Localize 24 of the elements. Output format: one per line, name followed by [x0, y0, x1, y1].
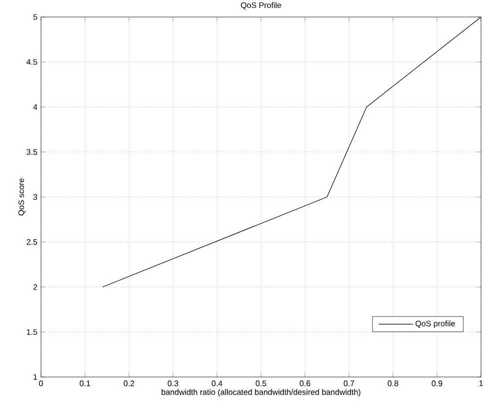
y-tick-label: 4	[33, 104, 38, 110]
x-tick-label: 0.8	[388, 380, 398, 386]
legend-label: QoS profile	[416, 320, 455, 328]
x-tick-label: 0.9	[432, 380, 442, 386]
x-axis-title: bandwidth ratio (allocated bandwidth/desired bandwidth)	[162, 389, 360, 397]
x-tick-label: 0.3	[168, 380, 178, 386]
y-tick-label: 3	[33, 194, 38, 200]
y-tick-label: 2	[33, 284, 38, 290]
x-tick-label: 0.1	[80, 380, 90, 386]
y-tick-label: 4.5	[26, 59, 38, 65]
y-tick-label: 1.5	[26, 329, 38, 335]
x-tick-label: 1	[479, 380, 483, 386]
y-tick-label: 5	[33, 14, 38, 20]
x-tick-label: 0.5	[256, 380, 266, 386]
x-tick-label: 0.6	[300, 380, 310, 386]
y-axis-title: QoS score	[18, 178, 26, 216]
x-tick-label: 0.2	[124, 380, 134, 386]
x-tick-label: 0.4	[212, 380, 222, 386]
chart-title: QoS Profile	[240, 2, 282, 10]
y-tick-label: 2.5	[26, 239, 38, 245]
x-tick-label: 0	[39, 380, 43, 386]
x-tick-label: 0.7	[344, 380, 354, 386]
y-tick-label: 3.5	[26, 149, 38, 155]
y-tick-label: 1	[34, 374, 38, 380]
